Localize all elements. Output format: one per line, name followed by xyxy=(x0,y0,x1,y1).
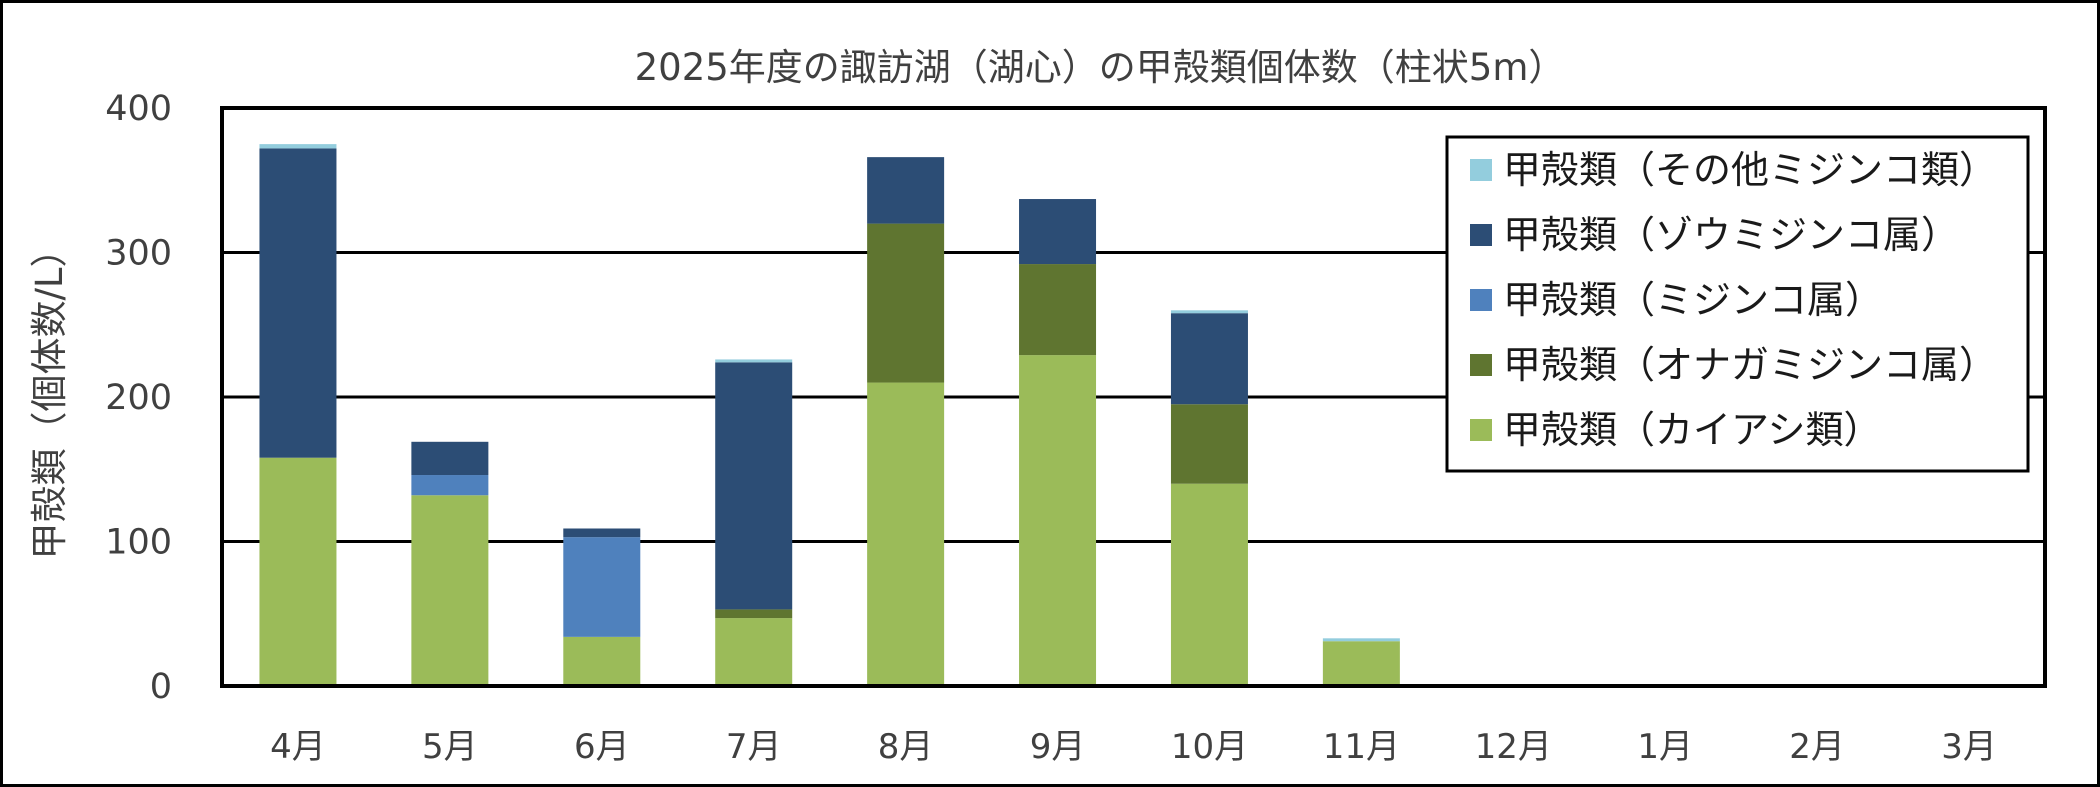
bar-segment xyxy=(411,475,489,496)
legend: 甲殻類（その他ミジンコ類） 甲殻類（ゾウミジンコ属） 甲殻類（ミジンコ属） 甲殻類（オ… xyxy=(1445,135,2030,473)
y-tick-label: 200 xyxy=(105,378,172,418)
x-tick-label: 10月 xyxy=(1171,727,1248,767)
bar-segment xyxy=(1322,641,1400,686)
legend-box xyxy=(1445,135,2030,473)
x-tick-label: 7月 xyxy=(726,727,782,767)
bar-segment xyxy=(867,157,945,224)
bars xyxy=(259,144,1400,686)
bar-segment xyxy=(715,359,793,363)
bar-segment xyxy=(1019,355,1097,686)
legend-label: 甲殻類（その他ミジンコ類） xyxy=(1503,148,1997,192)
legend-swatch xyxy=(1470,159,1492,181)
bar-segment xyxy=(563,537,641,637)
x-tick-label: 9月 xyxy=(1030,727,1086,767)
legend-label: 甲殻類（オナガミジンコ属） xyxy=(1503,343,1997,387)
bar-segment xyxy=(715,609,793,619)
bar-segment xyxy=(1322,638,1400,642)
bar-segment xyxy=(259,144,337,149)
bar-segment xyxy=(867,382,945,686)
legend-swatch xyxy=(1470,289,1492,311)
bar-segment xyxy=(411,495,489,686)
x-tick-label: 12月 xyxy=(1475,727,1552,767)
bar-segment xyxy=(1170,310,1248,314)
bar-segment xyxy=(411,441,489,476)
x-tick-label: 2月 xyxy=(1789,727,1845,767)
y-tick-label: 300 xyxy=(105,234,172,274)
x-tick-labels: 4月 5月 6月 7月 8月 9月 10月 11月 12月 1月 2月 3月 xyxy=(270,727,1997,767)
y-tick-label: 400 xyxy=(105,89,172,129)
legend-label: 甲殻類（カイアシ類） xyxy=(1503,408,1881,452)
x-tick-label: 6月 xyxy=(574,727,630,767)
x-tick-label: 11月 xyxy=(1323,727,1400,767)
bar-segment xyxy=(867,223,945,383)
legend-swatch xyxy=(1470,224,1492,246)
bar-segment xyxy=(259,457,337,686)
y-tick-labels: 0 100 200 300 400 xyxy=(105,89,172,707)
bar-segment xyxy=(1019,199,1097,265)
y-tick-label: 100 xyxy=(105,523,172,563)
x-tick-label: 4月 xyxy=(270,727,326,767)
bar-segment xyxy=(563,528,641,538)
y-tick-label: 0 xyxy=(150,667,172,707)
x-tick-label: 5月 xyxy=(422,727,478,767)
legend-label: 甲殻類（ゾウミジンコ属） xyxy=(1503,213,1959,257)
y-axis-label: 甲殻類（個体数/L） xyxy=(28,230,71,559)
x-tick-label: 1月 xyxy=(1637,727,1693,767)
legend-swatch xyxy=(1470,419,1492,441)
bar-segment xyxy=(259,148,337,458)
y-axis-label-group: 甲殻類（個体数/L） xyxy=(28,230,71,559)
plot-area-border xyxy=(220,106,2047,688)
bar-segment xyxy=(1019,264,1097,356)
bar-segment xyxy=(1170,404,1248,484)
x-tick-label: 8月 xyxy=(878,727,934,767)
bar-segment xyxy=(1170,313,1248,405)
chart-title: 2025年度の諏訪湖（湖心）の甲殻類個体数（柱状5m） xyxy=(635,46,1566,89)
bar-segment xyxy=(1170,483,1248,686)
bar-segment xyxy=(715,618,793,686)
legend-swatch xyxy=(1470,354,1492,376)
x-tick-label: 3月 xyxy=(1941,727,1997,767)
bar-segment xyxy=(715,362,793,610)
bar-segment xyxy=(563,636,641,686)
legend-label: 甲殻類（ミジンコ属） xyxy=(1503,278,1883,322)
